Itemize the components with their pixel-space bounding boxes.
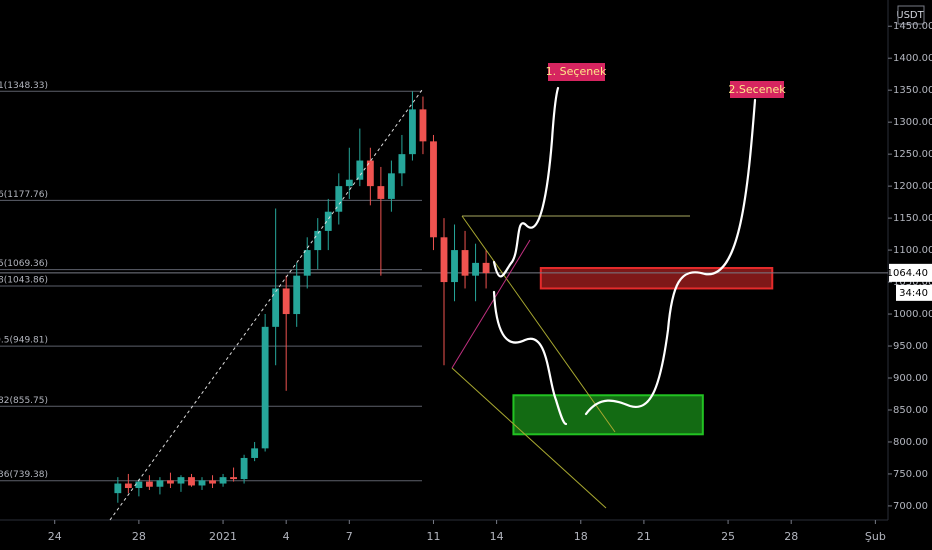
countdown-badge <box>896 284 932 301</box>
y-tick-label: 700.00 <box>893 501 928 512</box>
candle-body <box>272 288 280 327</box>
y-tick-label: 950.00 <box>893 341 928 352</box>
candle-body <box>240 457 248 480</box>
scenario-path <box>492 86 560 278</box>
candle-body <box>356 160 364 180</box>
candle-body <box>293 275 301 315</box>
candle-body <box>472 262 479 276</box>
y-tick-label: 1300.00 <box>893 117 932 128</box>
candle-body <box>261 326 269 449</box>
candle-body <box>282 288 290 315</box>
y-tick-label: 800.00 <box>893 437 928 448</box>
fib-label: 1(1348.33) <box>0 81 48 91</box>
fib-label: 0.786(1177.76) <box>0 190 48 200</box>
candle-body <box>377 186 385 199</box>
candle-body <box>303 250 311 276</box>
candle-body <box>156 480 164 487</box>
zone <box>539 266 774 290</box>
fib-label: 0.382(855.75) <box>0 396 48 406</box>
candle-body <box>482 262 490 274</box>
y-tick-label: 900.00 <box>893 373 928 384</box>
candle-body <box>366 160 374 187</box>
channel-line <box>451 367 607 509</box>
fib-label: 0.236(739.38) <box>0 470 48 480</box>
channel-line <box>451 239 531 369</box>
candle-body <box>209 480 216 484</box>
x-tick-label: 21 <box>637 530 651 543</box>
x-tick-label: 18 <box>574 530 588 543</box>
y-tick-label: 1100.00 <box>893 245 932 256</box>
countdown-label: 34:40 <box>899 288 928 299</box>
candle-body <box>398 154 406 174</box>
candle-body <box>251 448 259 458</box>
candle-body <box>461 250 469 276</box>
candle-body <box>145 481 153 487</box>
candle-body <box>324 211 332 231</box>
y-tick-label: 1200.00 <box>893 181 932 192</box>
x-tick-label: 11 <box>426 530 440 543</box>
x-tick-label: 14 <box>490 530 504 543</box>
candle-body <box>219 477 227 484</box>
x-tick-label: 25 <box>721 530 735 543</box>
y-tick-label: 1250.00 <box>893 149 932 160</box>
x-tick-label: 2021 <box>209 530 237 543</box>
zone <box>512 394 704 436</box>
candle-body <box>230 477 237 480</box>
x-tick-label: 24 <box>48 530 62 543</box>
candle-body <box>124 483 132 489</box>
price-badge <box>889 263 932 282</box>
x-tick-label: 28 <box>784 530 798 543</box>
fib-label: 0.5(949.81) <box>0 336 48 346</box>
plot: 1(1348.33) 0.786(1177.76) 0.65(1069.36) 0.6… <box>0 81 888 503</box>
scenario-path <box>584 98 757 416</box>
price-badge-label: 1064.40 <box>887 268 928 279</box>
annotation-box <box>730 81 784 98</box>
annotation: 2.Secenek <box>728 83 786 96</box>
candle-body <box>419 109 427 142</box>
y-tick-label: 1450.00 <box>893 21 932 32</box>
candle-body <box>167 480 174 484</box>
y-tick-label: 1400.00 <box>893 53 932 64</box>
channel-line <box>461 215 616 433</box>
x-tick-label: 7 <box>346 530 353 543</box>
candle-body <box>314 230 322 251</box>
candle-body <box>440 237 448 283</box>
candle-body <box>409 109 416 155</box>
candle-body <box>198 480 206 486</box>
annotation-box <box>548 63 605 81</box>
candle-body <box>135 481 143 489</box>
candle-body <box>335 186 343 212</box>
candle-body <box>177 477 185 484</box>
y-tick-label: 1000.00 <box>893 309 932 320</box>
scenario-path <box>492 290 568 426</box>
y-tick-label: 850.00 <box>893 405 928 416</box>
drawings: 1. Seçenek 2.Secenek <box>109 63 786 521</box>
fib-label: 0.618(1043.86) <box>0 275 48 285</box>
currency-box <box>897 5 925 25</box>
y-tick-label: 1350.00 <box>893 85 932 96</box>
y-tick-label: 750.00 <box>893 469 928 480</box>
trend-line <box>109 89 423 521</box>
candle-body <box>430 141 437 238</box>
x-tick-label: 28 <box>132 530 146 543</box>
x-tick-label: 4 <box>283 530 290 543</box>
y-tick-label: 1050.00 <box>893 277 932 288</box>
currency-label: USDT <box>896 10 924 21</box>
candle-body <box>451 250 458 283</box>
candle-body <box>114 483 122 494</box>
candle-body <box>188 477 195 486</box>
y-tick-label: 1150.00 <box>893 213 932 224</box>
annotation: 1. Seçenek <box>546 65 607 78</box>
fib-label: 0.65(1069.36) <box>0 259 48 269</box>
candle-body <box>345 179 353 187</box>
x-tick-label: Şub <box>865 530 886 543</box>
candle-body <box>387 173 395 199</box>
